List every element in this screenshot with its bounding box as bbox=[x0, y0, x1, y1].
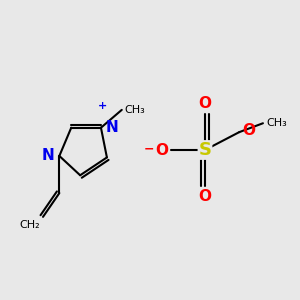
Text: O: O bbox=[155, 142, 168, 158]
Text: +: + bbox=[98, 101, 107, 111]
Text: S: S bbox=[199, 141, 212, 159]
Text: O: O bbox=[199, 96, 212, 111]
Text: CH₃: CH₃ bbox=[266, 118, 287, 128]
Text: CH₂: CH₂ bbox=[20, 220, 40, 230]
Text: CH₃: CH₃ bbox=[125, 105, 146, 115]
Text: N: N bbox=[41, 148, 54, 164]
Text: O: O bbox=[199, 189, 212, 204]
Text: −: − bbox=[144, 142, 154, 155]
Text: N: N bbox=[105, 120, 118, 135]
Text: O: O bbox=[242, 123, 255, 138]
